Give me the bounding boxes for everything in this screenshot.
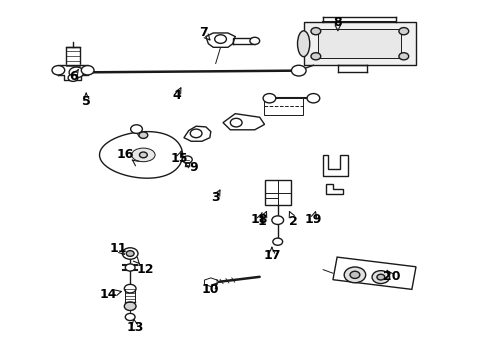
Circle shape <box>139 132 148 138</box>
Polygon shape <box>233 39 255 44</box>
Circle shape <box>131 125 143 134</box>
Polygon shape <box>333 257 416 289</box>
Polygon shape <box>323 155 347 176</box>
Text: 4: 4 <box>172 89 181 102</box>
Circle shape <box>81 66 94 75</box>
Circle shape <box>182 156 192 163</box>
Circle shape <box>250 37 260 44</box>
Text: 3: 3 <box>211 192 220 204</box>
Circle shape <box>272 216 284 225</box>
Polygon shape <box>206 33 235 47</box>
Circle shape <box>140 152 147 158</box>
Circle shape <box>122 248 138 259</box>
Circle shape <box>307 94 320 103</box>
Ellipse shape <box>297 31 310 57</box>
Text: 15: 15 <box>171 152 188 165</box>
Polygon shape <box>326 184 343 194</box>
Circle shape <box>350 271 360 278</box>
Text: 16: 16 <box>117 148 134 161</box>
Circle shape <box>263 94 276 103</box>
Text: 11: 11 <box>109 242 127 255</box>
Circle shape <box>311 28 321 35</box>
Text: 14: 14 <box>99 288 117 301</box>
Circle shape <box>190 129 202 138</box>
Circle shape <box>125 264 135 271</box>
Circle shape <box>344 267 366 283</box>
Text: 7: 7 <box>199 27 208 40</box>
Text: 2: 2 <box>290 215 298 228</box>
Bar <box>66 47 80 69</box>
Text: 17: 17 <box>263 249 281 262</box>
Text: 20: 20 <box>383 270 400 283</box>
Circle shape <box>230 118 242 127</box>
Text: 8: 8 <box>334 16 342 29</box>
Ellipse shape <box>132 148 155 162</box>
Bar <box>304 22 416 65</box>
Bar <box>265 180 292 205</box>
Circle shape <box>124 284 136 293</box>
Circle shape <box>126 251 134 256</box>
Bar <box>318 30 401 58</box>
Text: 12: 12 <box>136 263 153 276</box>
Circle shape <box>125 314 135 320</box>
Circle shape <box>292 65 306 76</box>
Circle shape <box>311 53 321 60</box>
Text: 5: 5 <box>82 95 91 108</box>
Circle shape <box>372 271 390 284</box>
Circle shape <box>68 74 78 81</box>
Circle shape <box>273 238 283 245</box>
Polygon shape <box>223 114 265 130</box>
Text: 6: 6 <box>70 69 78 82</box>
Circle shape <box>52 66 65 75</box>
Circle shape <box>215 35 226 43</box>
Polygon shape <box>99 132 183 178</box>
Circle shape <box>377 274 385 280</box>
Polygon shape <box>204 278 217 287</box>
Text: 1: 1 <box>258 215 267 228</box>
Text: 19: 19 <box>305 213 322 226</box>
Text: 18: 18 <box>251 213 269 226</box>
Text: 13: 13 <box>126 320 144 333</box>
Polygon shape <box>184 126 211 141</box>
Circle shape <box>69 67 84 78</box>
Polygon shape <box>58 65 88 80</box>
Circle shape <box>124 302 136 311</box>
Text: 9: 9 <box>189 161 198 174</box>
Bar <box>264 98 303 116</box>
Circle shape <box>399 28 409 35</box>
Text: 10: 10 <box>202 283 220 296</box>
Circle shape <box>399 53 409 60</box>
